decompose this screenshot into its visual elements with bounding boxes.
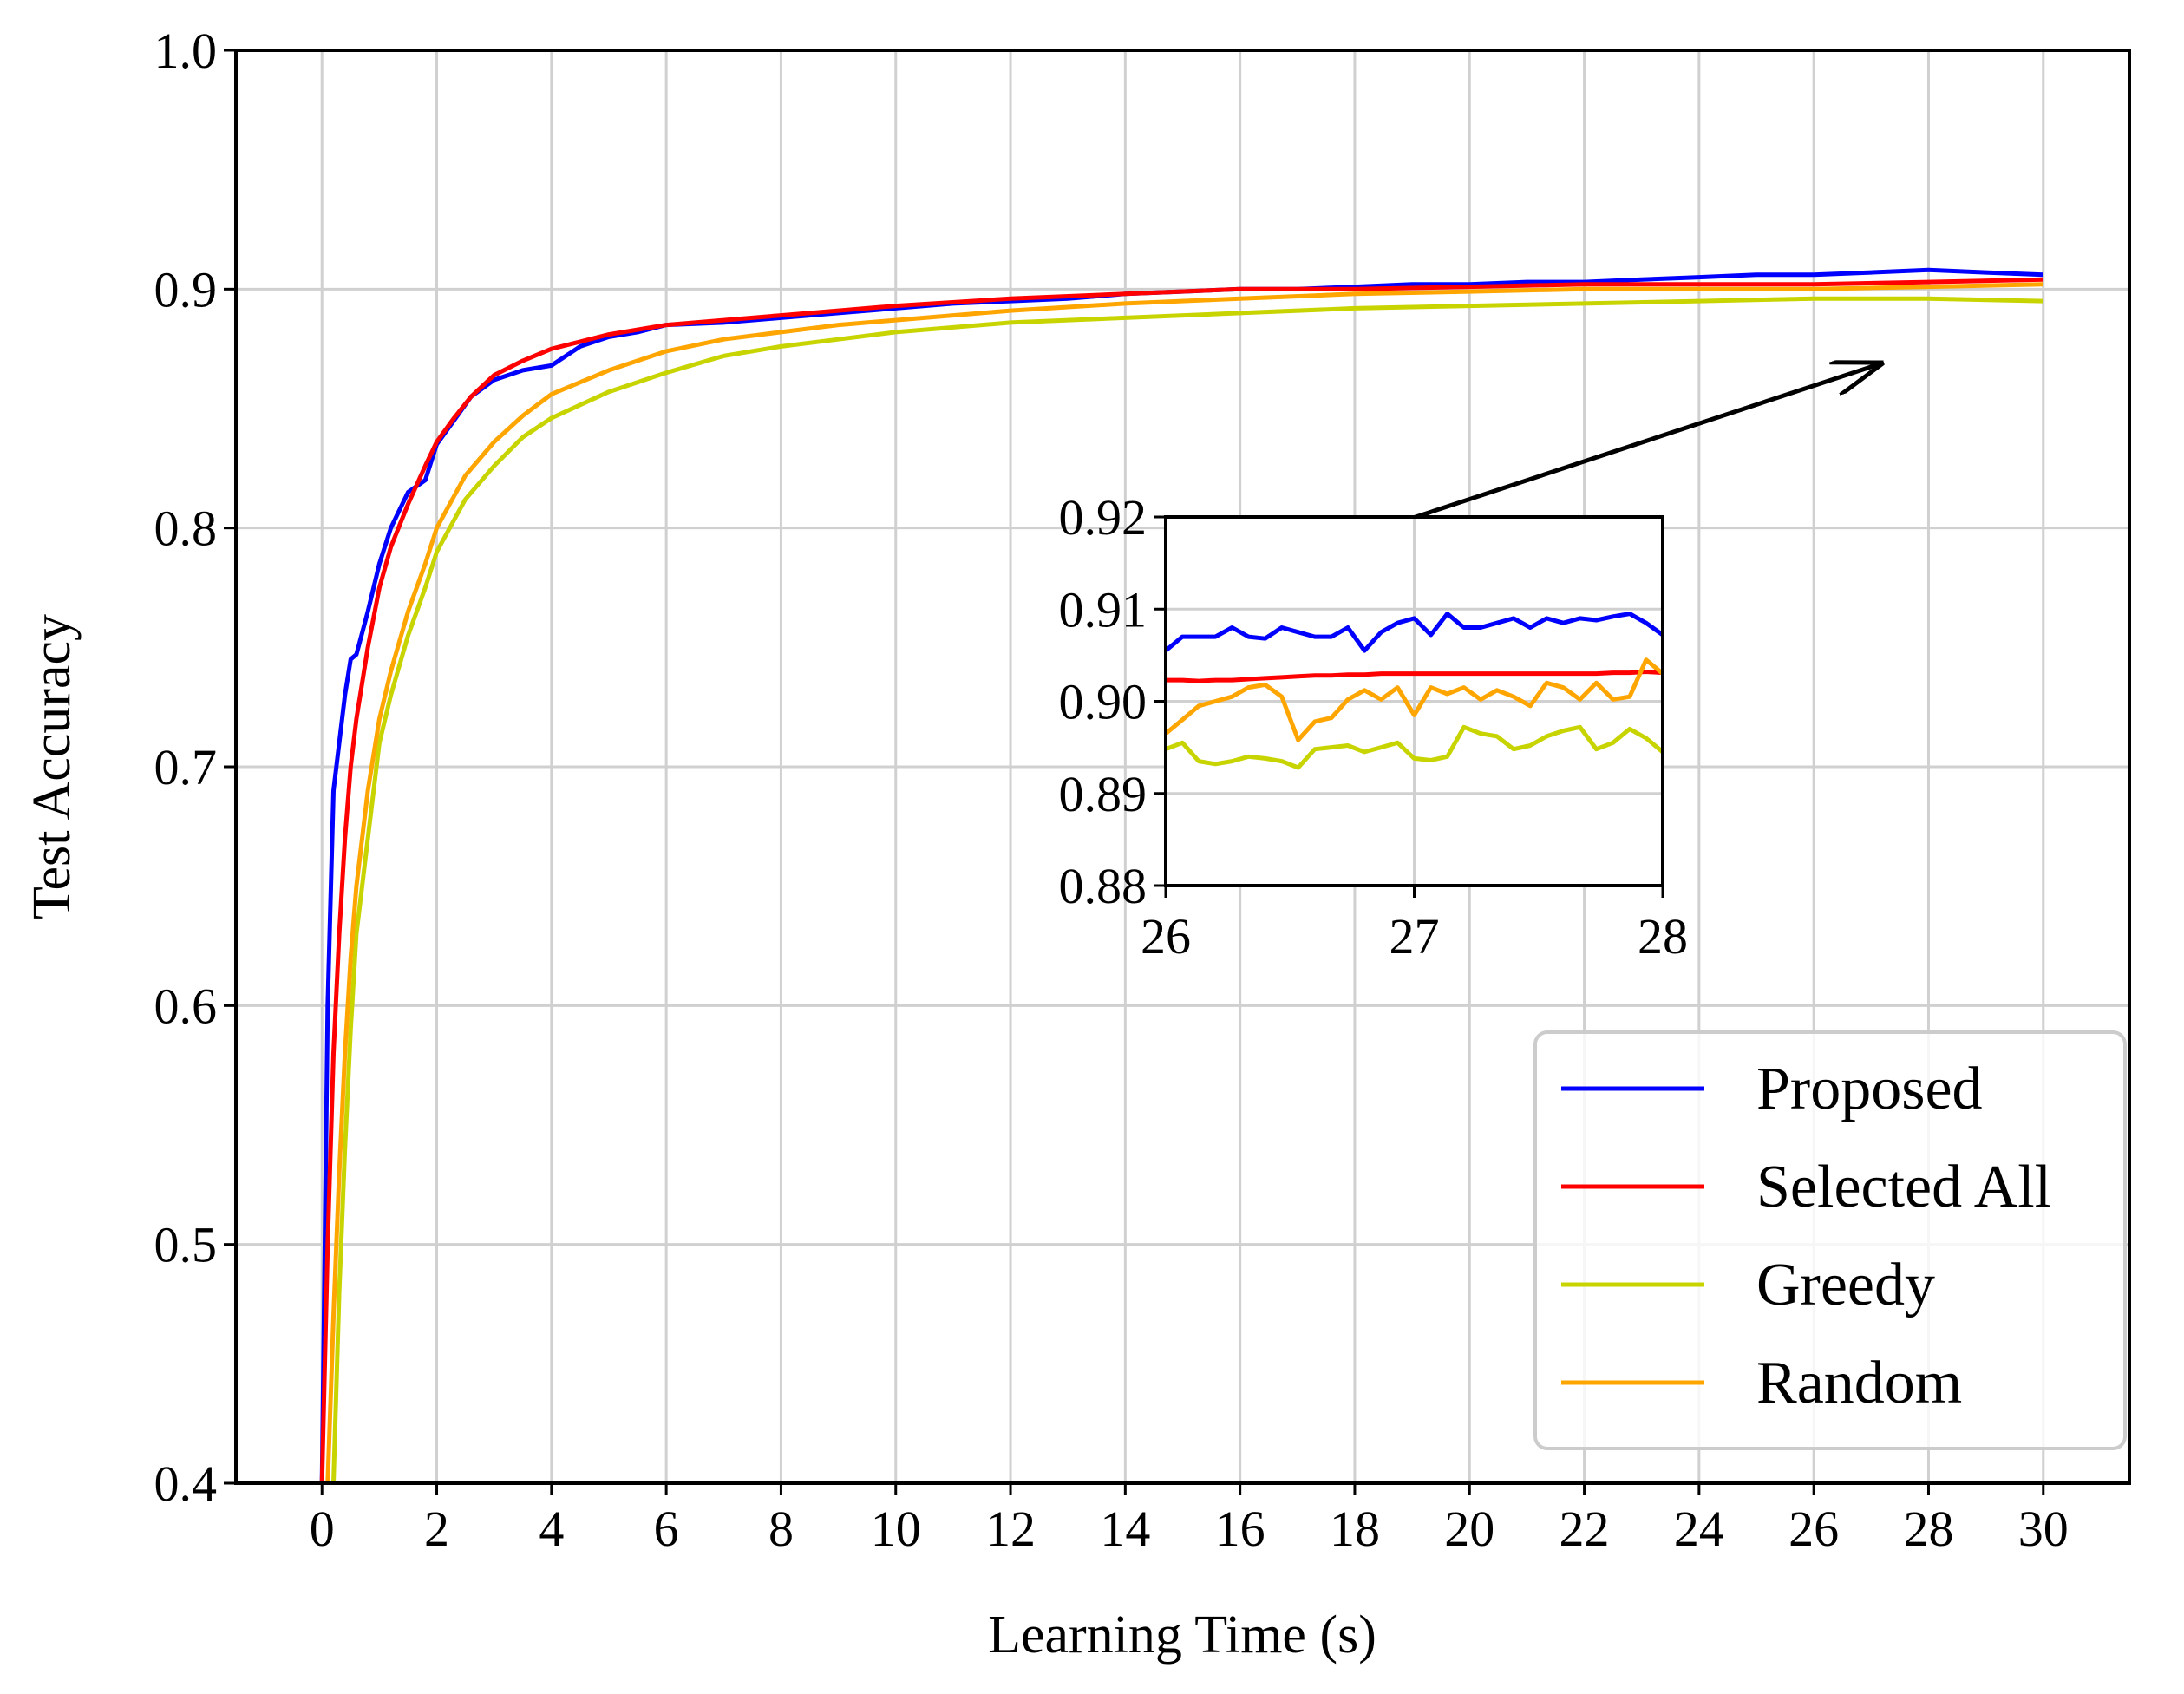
main-x-tick-label: 22 (1560, 1501, 1610, 1557)
inset-y-tick-label: 0.90 (1059, 674, 1148, 730)
main-series-selected-all (319, 277, 2043, 1483)
zoom-arrow (1404, 363, 1884, 523)
main-x-tick-label: 28 (1903, 1501, 1953, 1557)
legend-item-random: Random (1561, 1350, 1962, 1416)
main-series (319, 267, 2043, 1483)
main-series-proposed (319, 267, 2043, 1483)
main-y-tick-label: 0.7 (154, 739, 218, 795)
inset-y-tick-label: 0.88 (1059, 858, 1148, 914)
main-y-tick-label: 0.8 (154, 500, 218, 557)
main-x-tick-label: 12 (985, 1501, 1036, 1557)
main-x-ticks: 0 2 4 6 8 10 12 14 16 18 20 22 24 26 28 30 (310, 1483, 2069, 1557)
legend-label-selected-all: Selected All (1756, 1154, 2051, 1220)
inset-series-proposed (1166, 612, 1663, 653)
main-x-tick-label: 2 (424, 1501, 449, 1557)
inset-axes: 26 27 28 0.88 0.89 0.90 0.91 0.92 (1059, 489, 1689, 965)
inset-x-ticks: 26 27 28 (1141, 886, 1688, 965)
main-x-tick-label: 16 (1215, 1501, 1265, 1557)
main-x-tick-label: 30 (2018, 1501, 2069, 1557)
main-y-tick-label: 0.6 (154, 978, 218, 1034)
main-x-tick-label: 18 (1330, 1501, 1380, 1557)
main-x-tick-label: 14 (1100, 1501, 1150, 1557)
main-y-tick-label: 0.9 (154, 261, 218, 317)
y-axis-title: Test Accuracy (23, 614, 82, 919)
main-x-tick-label: 20 (1444, 1501, 1494, 1557)
inset-y-tick-label: 0.92 (1059, 489, 1148, 546)
legend-item-greedy: Greedy (1561, 1252, 1935, 1318)
inset-series-random (1166, 657, 1663, 742)
legend-item-proposed: Proposed (1561, 1056, 1983, 1122)
main-x-tick-label: 4 (539, 1501, 564, 1557)
inset-series-greedy (1166, 724, 1663, 770)
main-series-greedy (331, 296, 2043, 1483)
inset-series (1166, 612, 1663, 770)
inset-x-tick-label: 27 (1390, 908, 1440, 965)
x-axis-title: Learning Time (s) (988, 1606, 1376, 1665)
main-y-tick-label: 0.5 (154, 1217, 218, 1273)
inset-x-tick-label: 28 (1638, 908, 1688, 965)
inset-y-ticks: 0.88 0.89 0.90 0.91 0.92 (1059, 489, 1166, 914)
legend-label-greedy: Greedy (1756, 1252, 1935, 1318)
inset-y-tick-label: 0.91 (1059, 581, 1148, 638)
main-x-tick-label: 0 (310, 1501, 335, 1557)
inset-y-tick-label: 0.89 (1059, 766, 1148, 822)
inset-series-selected-all (1166, 670, 1663, 683)
legend-item-selected-all: Selected All (1561, 1154, 2051, 1220)
legend-label-proposed: Proposed (1756, 1056, 1983, 1122)
main-y-ticks: 0.4 0.5 0.6 0.7 0.8 0.9 1.0 (154, 23, 236, 1512)
inset-x-tick-label: 26 (1141, 908, 1191, 965)
main-y-tick-label: 1.0 (154, 23, 218, 79)
main-series-random (325, 282, 2043, 1483)
main-x-tick-label: 24 (1674, 1501, 1724, 1557)
main-x-tick-label: 6 (654, 1501, 679, 1557)
main-y-tick-label: 0.4 (154, 1455, 218, 1512)
main-x-tick-label: 26 (1788, 1501, 1839, 1557)
legend: Proposed Selected All Greedy Random (1533, 1030, 2127, 1450)
main-x-tick-label: 10 (871, 1501, 921, 1557)
legend-box (1533, 1030, 2127, 1450)
main-x-tick-label: 8 (768, 1501, 794, 1557)
legend-label-random: Random (1756, 1350, 1962, 1416)
